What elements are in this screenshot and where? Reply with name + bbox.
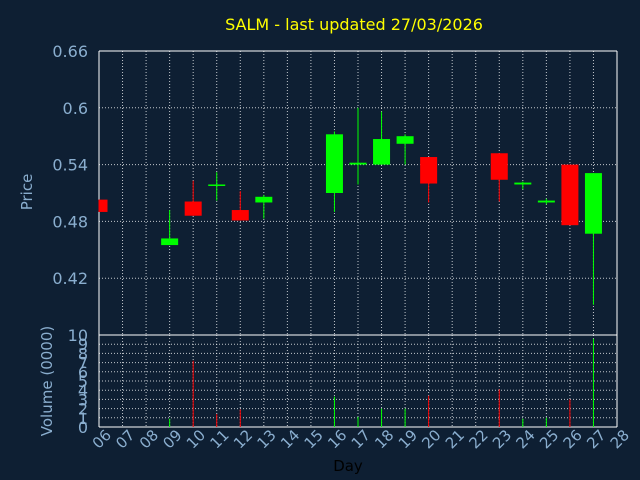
candle-body (161, 238, 179, 246)
candle-26 (561, 164, 579, 226)
candle-body (184, 201, 202, 216)
volume-y-tick-label: 6 (78, 363, 88, 382)
price-y-ticks: 0.66 0.6 0.54 0.48 0.42 (52, 42, 88, 288)
candle-18 (373, 111, 391, 165)
volume-y-tick-label: 3 (78, 390, 88, 409)
candle-17 (349, 107, 367, 185)
candle-10 (184, 180, 202, 216)
volume-y-tick-label: 4 (78, 381, 88, 400)
candle-25 (537, 198, 555, 205)
candle-11 (208, 172, 226, 201)
candle-body (231, 210, 249, 221)
volume-axis-label: Volume (0000) (38, 326, 56, 436)
price-y-tick-label: 0.66 (52, 42, 88, 61)
candle-06 (98, 199, 108, 212)
candle-16 (325, 131, 343, 212)
volume-y-tick-label: 8 (78, 344, 88, 363)
volume-y-tick-label: 5 (78, 372, 88, 391)
price-y-tick-label: 0.42 (52, 269, 88, 288)
candle-body (584, 173, 602, 234)
candle-09 (161, 210, 179, 246)
volume-y-tick-label: 2 (78, 400, 88, 419)
candles (98, 107, 602, 305)
candle-body (325, 134, 343, 193)
candle-body (99, 199, 108, 212)
price-axis-label: Price (18, 174, 36, 211)
candle-24 (514, 181, 532, 190)
candle-body (420, 157, 438, 184)
price-y-tick-label: 0.54 (52, 156, 88, 175)
candle-body (537, 200, 555, 203)
volume-y-tick-label: 9 (78, 335, 88, 354)
volume-y-tick-label: 0 (78, 418, 88, 437)
candle-body (208, 184, 226, 186)
volume-y-tick-label: 10 (68, 326, 88, 345)
candle-body (373, 139, 391, 165)
candle-19 (396, 134, 414, 165)
price-y-tick-label: 0.48 (52, 212, 88, 231)
candle-body (255, 196, 273, 203)
candle-13 (255, 194, 273, 219)
candle-body (349, 162, 367, 165)
volume-y-tick-label: 1 (78, 409, 88, 428)
candle-body (396, 136, 414, 144)
candle-body (514, 182, 532, 185)
x-ticks: 0607080910111213141516171819202122232425… (89, 426, 633, 452)
candle-12 (231, 191, 249, 221)
x-axis-label: Day (333, 457, 363, 475)
candle-body (490, 153, 508, 180)
price-y-tick-label: 0.6 (63, 99, 88, 118)
volume-bars (169, 338, 594, 427)
volume-y-tick-label: 7 (78, 354, 88, 373)
candle-23 (490, 153, 508, 202)
candle-20 (420, 157, 438, 203)
price-panel: 0.66 0.6 0.54 0.48 0.42 Price (18, 42, 618, 336)
chart-title: SALM - last updated 27/03/2026 (225, 15, 483, 34)
candle-27 (584, 173, 602, 305)
candle-body (561, 164, 579, 226)
